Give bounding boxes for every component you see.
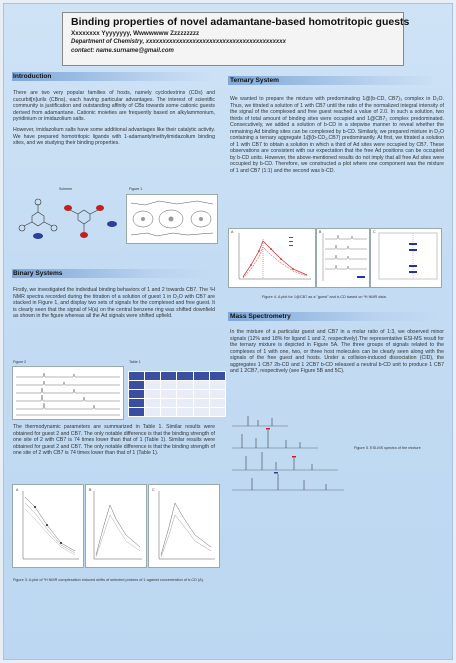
table-cell xyxy=(208,371,227,381)
table-cell xyxy=(192,380,210,390)
table-cell xyxy=(192,389,210,399)
table-row xyxy=(127,380,227,390)
figure1-box xyxy=(126,194,218,244)
figure5-spectra xyxy=(228,412,348,494)
ternary-heading-bar xyxy=(228,76,438,85)
table-cell xyxy=(192,398,210,408)
poster-header: Binding properties of novel adamantane-b… xyxy=(62,12,409,66)
table1-label: Table 1 xyxy=(129,360,141,364)
figure4-caption: Figure 4. A plot for 1@CB7 as a "guest" … xyxy=(262,295,387,299)
table-row xyxy=(127,407,227,417)
table-cell xyxy=(127,380,146,390)
panel-a-label: A xyxy=(16,488,19,492)
figure3-panel-b xyxy=(85,484,147,568)
figure4-panel-b xyxy=(316,228,370,288)
figure2-nmr-stack xyxy=(12,366,124,420)
binary-paragraph-1: Firstly, we investigated the individual … xyxy=(13,287,215,319)
binary-heading: Binary Systems xyxy=(13,270,63,277)
figure1-label: Figure 1 xyxy=(129,187,143,191)
table-cell xyxy=(192,371,210,381)
figure5-caption: Figure 5. ESI-MS spectra of the mixture xyxy=(354,446,421,450)
mass-heading-bar xyxy=(228,312,438,321)
table1 xyxy=(127,371,227,417)
affiliation: Department of Chemistry, xxxxxxxxxxxxxxx… xyxy=(71,39,286,45)
fig4-panel-a-label: A xyxy=(231,230,234,234)
table-cell xyxy=(192,407,210,417)
ternary-heading: Ternary System xyxy=(230,77,279,84)
table-row xyxy=(127,389,227,399)
table-cell xyxy=(208,407,227,417)
table-cell xyxy=(127,389,146,399)
panel-b-label: B xyxy=(89,488,92,492)
intro-paragraph-2: However, imidazolium salts have some add… xyxy=(13,127,215,146)
intro-heading: Introduction xyxy=(13,73,52,80)
table-cell xyxy=(144,407,162,417)
table-row xyxy=(127,398,227,408)
poster-title: Binding properties of novel adamantane-b… xyxy=(71,16,410,28)
table-cell xyxy=(160,398,178,408)
table-cell xyxy=(160,380,178,390)
table-cell xyxy=(176,389,194,399)
scheme-label: Scheme xyxy=(59,187,73,191)
mass-paragraph: In the mixture of a particular guest and… xyxy=(230,329,444,374)
figure3-panel-c xyxy=(148,484,220,568)
figure4-panel-a xyxy=(228,228,316,288)
figure2-label: Figure 2 xyxy=(13,360,27,364)
table-cell xyxy=(208,380,227,390)
poster: Binding properties of novel adamantane-b… xyxy=(3,3,453,660)
contact: contact: name.surname@gmail.com xyxy=(71,48,174,54)
mass-heading: Mass Spectrometry xyxy=(230,313,291,320)
table-cell xyxy=(176,380,194,390)
binary-heading-bar xyxy=(12,269,212,278)
ternary-paragraph: We wanted to prepare the mixture with pr… xyxy=(230,96,444,174)
table-cell xyxy=(208,398,227,408)
table-cell xyxy=(160,407,178,417)
panel-c-label: C xyxy=(152,488,155,492)
scheme-drawing xyxy=(12,194,120,244)
table-cell xyxy=(160,389,178,399)
table-cell xyxy=(176,398,194,408)
figure3-panel-a xyxy=(12,484,84,568)
table-cell xyxy=(127,398,146,408)
figure3-caption: Figure 3. A plot of ¹H NMR complexation … xyxy=(13,578,204,582)
fig4-panel-c-label: C xyxy=(373,230,376,234)
fig4-panel-b-label: B xyxy=(319,230,322,234)
figure4-panel-c xyxy=(370,228,442,288)
intro-paragraph-1: There are two very popular families of h… xyxy=(13,90,215,122)
table-cell xyxy=(208,389,227,399)
table-cell xyxy=(176,407,194,417)
table1-header-row xyxy=(127,371,227,381)
table-cell xyxy=(144,380,162,390)
table-cell xyxy=(144,389,162,399)
table-cell xyxy=(127,371,146,381)
intro-heading-bar xyxy=(12,72,212,81)
table-cell xyxy=(127,407,146,417)
table-cell xyxy=(160,371,178,381)
table-cell xyxy=(144,398,162,408)
binary-paragraph-2: The thermodynamic parameters are summari… xyxy=(13,424,215,456)
table-cell xyxy=(144,371,162,381)
authors: Xxxxxxxx Yyyyyyyy, Wwwwwww Zzzzzzzzz xyxy=(71,30,200,37)
table-cell xyxy=(176,371,194,381)
